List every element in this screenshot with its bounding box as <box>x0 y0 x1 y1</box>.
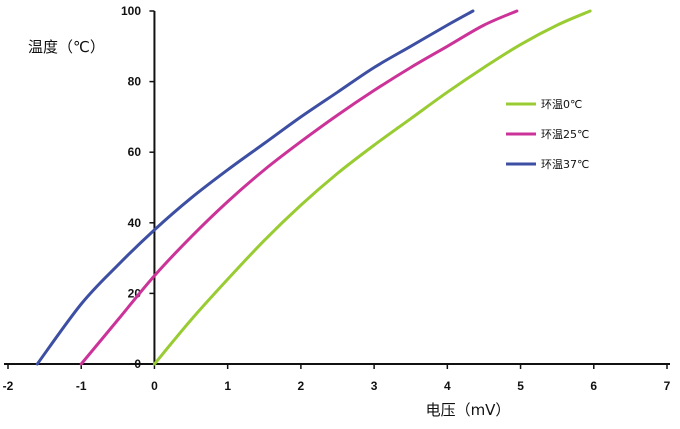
series-layer <box>35 9 592 366</box>
x-tick-label: 4 <box>444 379 451 393</box>
x-ticks: -2 -1 0 1 2 3 4 5 6 7 <box>3 364 671 393</box>
axes <box>4 11 670 365</box>
y-tick-label: 60 <box>128 145 142 159</box>
y-axis-title: 温度（℃） <box>28 38 105 56</box>
series-line-2 <box>35 9 475 366</box>
y-tick-label: 80 <box>128 75 142 89</box>
y-tick-label: 100 <box>121 4 141 18</box>
x-tick-label: 1 <box>224 379 231 393</box>
series-line-0 <box>152 9 592 366</box>
x-tick-label: -2 <box>3 379 14 393</box>
series-line-1 <box>79 9 519 366</box>
x-axis-title: 电压（mV） <box>426 401 511 419</box>
x-tick-label: 5 <box>517 379 524 393</box>
x-tick-label: 6 <box>590 379 597 393</box>
y-tick-label: 0 <box>134 357 141 371</box>
legend-label-2: 环温37℃ <box>541 158 589 171</box>
legend-label-1: 环温25℃ <box>541 128 589 141</box>
legend: 环温0℃ 环温25℃ 环温37℃ <box>506 98 589 171</box>
x-tick-label: 0 <box>151 379 158 393</box>
legend-label-0: 环温0℃ <box>541 98 582 111</box>
x-tick-label: 3 <box>371 379 378 393</box>
x-tick-label: 7 <box>664 379 671 393</box>
x-tick-label: -1 <box>76 379 87 393</box>
y-tick-label: 40 <box>128 216 142 230</box>
x-tick-label: 2 <box>298 379 305 393</box>
